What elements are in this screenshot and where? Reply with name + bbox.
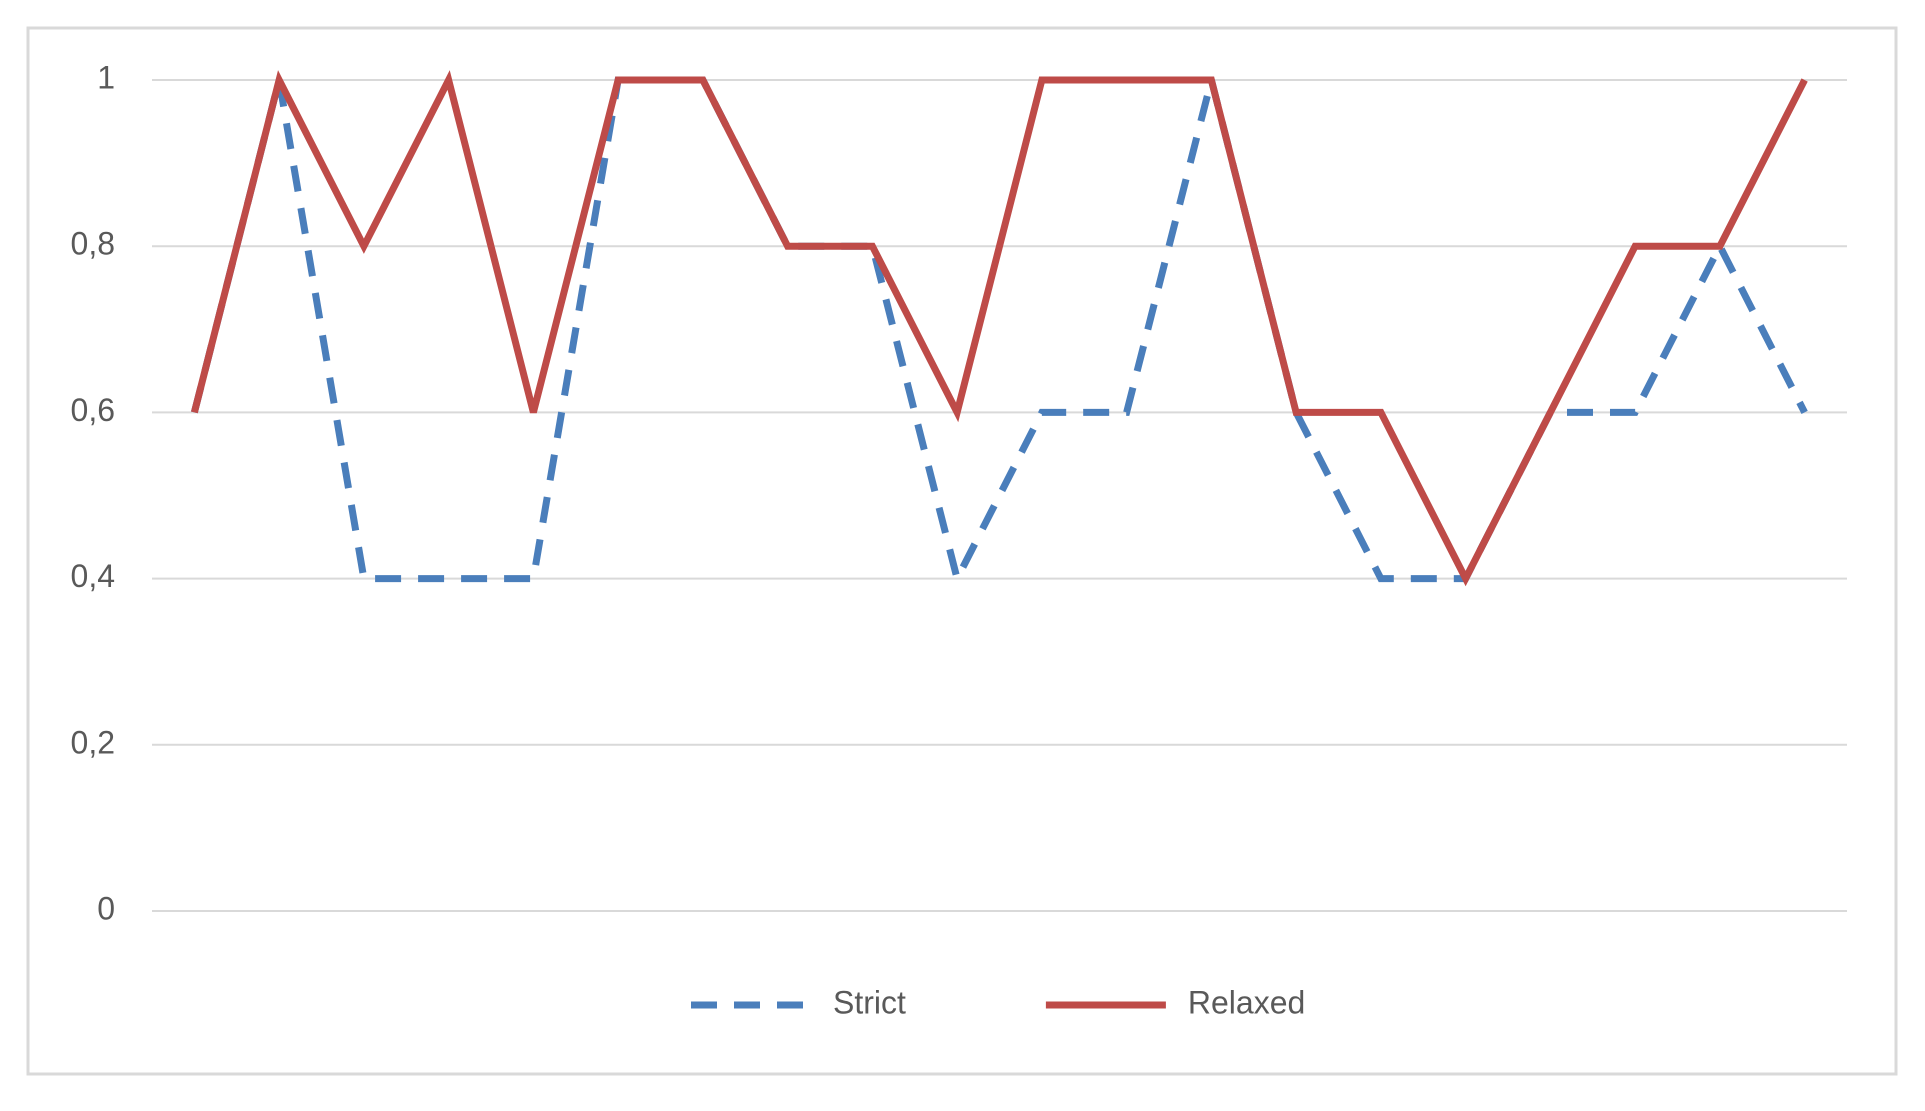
y-tick-label: 0	[97, 890, 115, 926]
y-tick-label: 0,2	[71, 724, 115, 760]
legend-label: Strict	[833, 984, 906, 1020]
y-tick-label: 0,4	[71, 558, 115, 594]
legend-label: Relaxed	[1188, 984, 1305, 1020]
y-tick-label: 1	[97, 59, 115, 95]
series-line	[190, 76, 1808, 589]
y-tick-label: 0,8	[71, 226, 115, 262]
y-tick-label: 0,6	[71, 392, 115, 428]
series-line	[190, 70, 1808, 587]
chart-border	[26, 26, 1898, 1076]
